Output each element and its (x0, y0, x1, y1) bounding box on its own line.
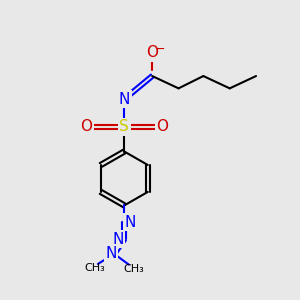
Text: O: O (156, 119, 168, 134)
Text: S: S (119, 119, 129, 134)
Text: N: N (112, 232, 124, 247)
Text: −: − (155, 43, 165, 56)
Text: N: N (125, 215, 136, 230)
Text: O: O (80, 119, 92, 134)
Text: CH₃: CH₃ (85, 263, 105, 273)
Text: N: N (105, 246, 117, 261)
Text: O: O (146, 45, 158, 60)
Text: CH₃: CH₃ (123, 263, 144, 274)
Text: N: N (118, 92, 130, 106)
